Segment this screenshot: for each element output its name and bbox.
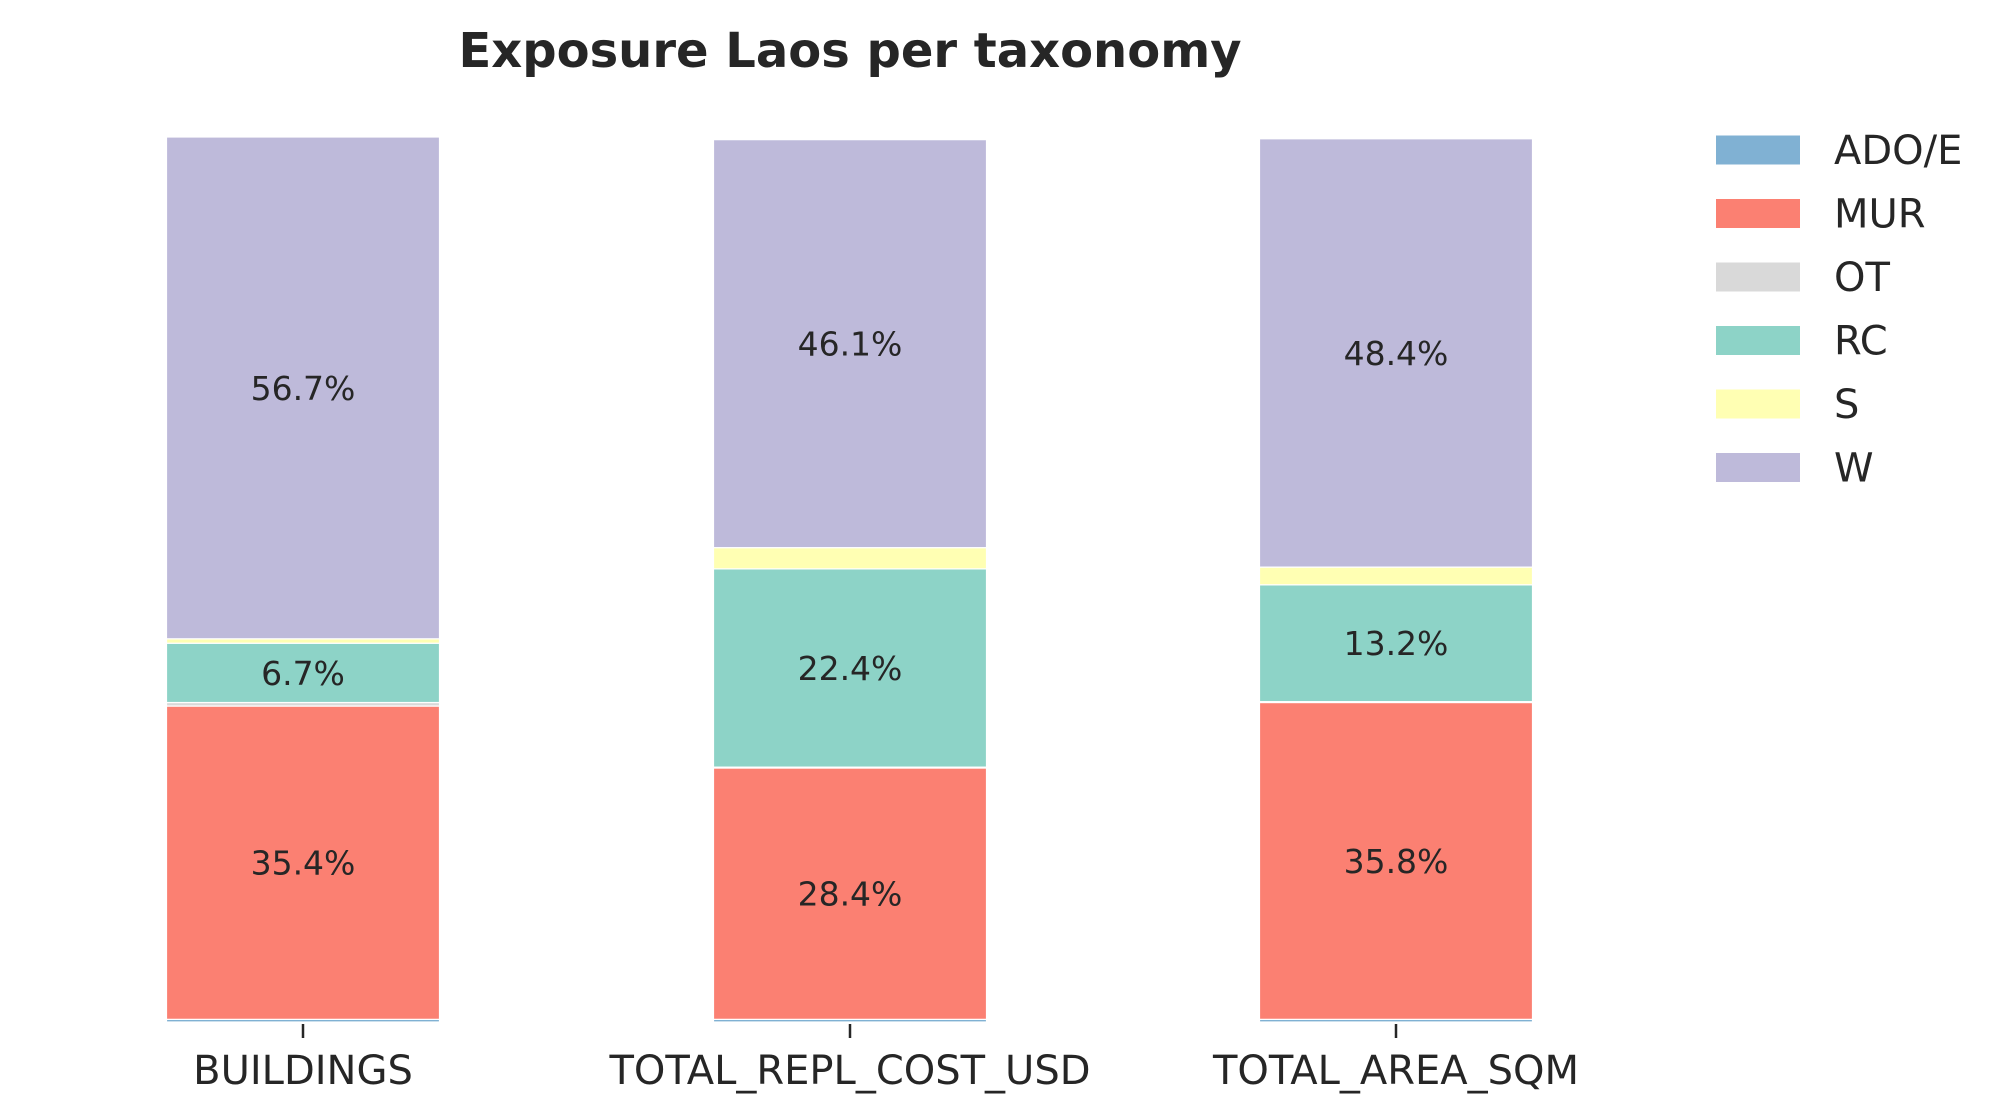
bar-segment-rc-total-area-sqm: [1258, 584, 1534, 703]
data-labels-layer: 35.4% 6.7% 56.7% 28.4% 22.4% 46.1% 35.8% 13.2% 4…: [251, 325, 1449, 914]
bar-segment-s-total-repl-cost-usd: [712, 547, 988, 570]
legend-swatch-ot: [1716, 262, 1800, 292]
bar-segment-w-total-area-sqm: [1258, 138, 1534, 568]
legend-swatch-w: [1716, 453, 1800, 482]
bar-segment-s-buildings: [165, 638, 441, 644]
x-tick-label-buildings: BUILDINGS: [193, 1048, 413, 1094]
bars-layer: [165, 136, 1534, 1023]
bar-segment-mur-buildings: [165, 705, 441, 1020]
data-label-w-total-repl-cost-usd: 46.1%: [798, 325, 903, 364]
bar-segment-mur-total-area-sqm: [1258, 701, 1534, 1020]
legend-swatch-rc: [1716, 326, 1800, 355]
data-label-mur-buildings: 35.4%: [251, 844, 356, 883]
data-label-rc-total-repl-cost-usd: 22.4%: [798, 649, 903, 688]
bar-segment-rc-buildings: [165, 642, 441, 704]
x-axis: BUILDINGS TOTAL_REPL_COST_USD TOTAL_AREA_S…: [193, 1024, 1579, 1094]
x-tick-label-total-repl-cost-usd: TOTAL_REPL_COST_USD: [608, 1048, 1090, 1094]
legend: ADO/E MUR OT RC SW: [1716, 128, 1962, 492]
legend-swatch-mur: [1716, 199, 1800, 228]
legend-label-s: S: [1834, 382, 1859, 428]
data-label-rc-total-area-sqm: 13.2%: [1344, 624, 1449, 663]
x-tick-label-total-area-sqm: TOTAL_AREA_SQM: [1212, 1048, 1579, 1094]
data-label-mur-total-repl-cost-usd: 28.4%: [798, 875, 903, 914]
bar-segment-w-buildings: [165, 136, 441, 640]
bar-segment-rc-total-repl-cost-usd: [712, 568, 988, 768]
legend-swatch-ado-e: [1716, 135, 1800, 165]
data-label-mur-total-area-sqm: 35.8%: [1344, 842, 1449, 881]
legend-label-rc: RC: [1834, 319, 1888, 365]
bar-segment-s-total-area-sqm: [1258, 566, 1534, 586]
data-label-w-total-area-sqm: 48.4%: [1344, 334, 1449, 373]
legend-label-mur: MUR: [1834, 192, 1926, 238]
data-label-rc-buildings: 6.7%: [261, 654, 345, 693]
chart-title: Exposure Laos per taxonomy: [458, 23, 1241, 79]
legend-label-ado-e: ADO/E: [1834, 128, 1962, 174]
legend-label-w: W: [1834, 446, 1874, 492]
legend-swatch-s: [1716, 389, 1800, 419]
bar-segment-mur-total-repl-cost-usd: [712, 767, 988, 1020]
bar-segment-w-total-repl-cost-usd: [712, 139, 988, 549]
data-label-w-buildings: 56.7%: [251, 369, 356, 408]
legend-label-ot: OT: [1834, 255, 1890, 301]
